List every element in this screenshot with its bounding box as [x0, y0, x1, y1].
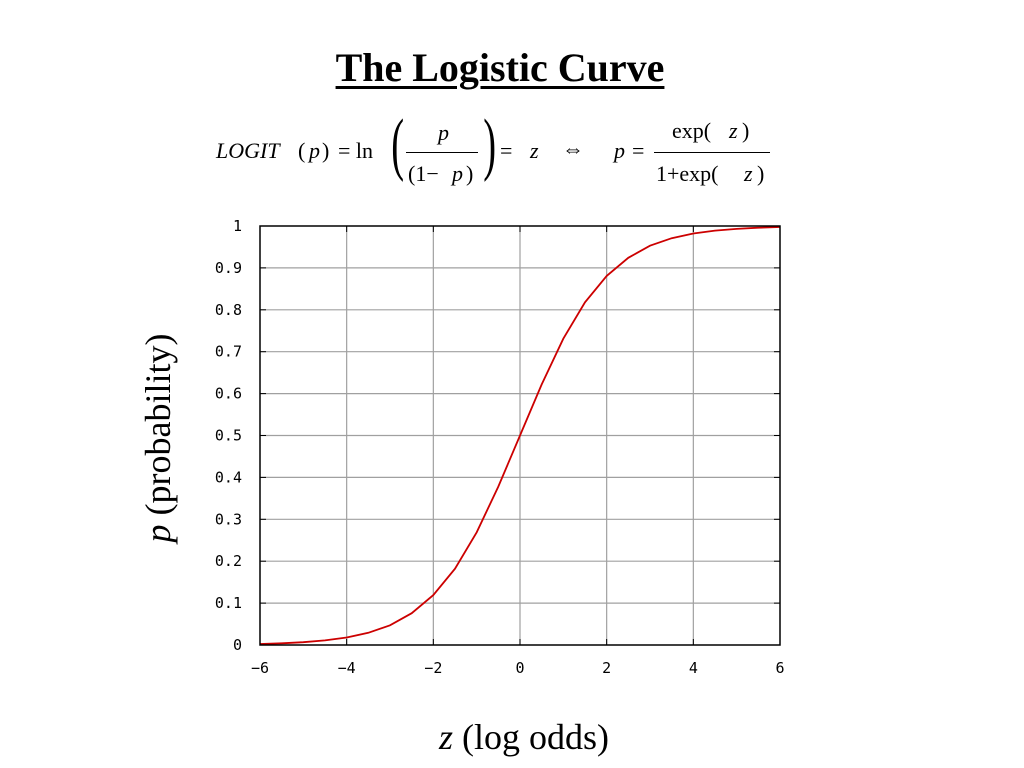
formula-eq-ln: = ln: [338, 138, 374, 163]
x-axis-label: z (log odds): [439, 716, 609, 758]
formula-z: z: [530, 138, 539, 163]
y-tick-label: 0.5: [215, 427, 242, 445]
formula-big-paren-left: (: [391, 106, 405, 183]
x-tick-label: 4: [689, 659, 698, 677]
y-axis-label: p (probability): [137, 334, 179, 543]
formula-frac2-den-post: ): [757, 161, 765, 186]
formula-logit-close: ): [322, 138, 330, 163]
formula-frac1-line: [406, 152, 478, 153]
x-tick-label: 6: [775, 659, 784, 677]
y-tick-label: 0.3: [215, 510, 242, 528]
y-tick-label: 0.7: [215, 343, 242, 361]
y-tick-label: 0.1: [215, 594, 242, 612]
x-tick-label: 0: [515, 659, 524, 677]
formula-iff-symbol: ⇔: [562, 136, 584, 161]
x-tick-label: −6: [251, 659, 269, 677]
y-axis-label-var: p: [138, 524, 178, 543]
y-tick-label: 0.6: [215, 385, 242, 403]
y-tick-label: 0.2: [215, 552, 242, 570]
tick-labels: −6 −4 −2 0 2 4 6 0 0.1 0.2 0.3 0.4 0.5 0.6 0.7 0.8 0.9 1: [215, 217, 785, 677]
plot-frame: [259, 225, 781, 646]
formula-frac2-num-post: ): [742, 118, 750, 143]
page-title: The Logistic Curve: [335, 45, 665, 90]
x-tick-label: −2: [424, 659, 442, 677]
formula-big-paren-right: ): [483, 106, 497, 183]
formula-frac2-den-pre: 1+exp(: [656, 161, 719, 186]
logit-formula: LOGIT ( p ) = ln ( p (1− p ) ) = z ⇔ p =…: [216, 108, 796, 198]
x-axis-label-text: (log odds): [453, 717, 610, 757]
y-tick-label: 0: [233, 636, 242, 654]
y-tick-label: 0.9: [215, 259, 242, 277]
y-tick-label: 0.8: [215, 301, 242, 319]
formula-frac1-den-post: ): [466, 161, 474, 186]
y-axis-label-text: (probability): [138, 333, 178, 525]
formula-frac1-den-var: p: [452, 161, 463, 186]
y-tick-label: 1: [233, 217, 242, 235]
formula-logit-arg: p: [309, 138, 320, 163]
x-axis-label-var: z: [438, 717, 454, 757]
formula-p: p: [614, 138, 625, 163]
logistic-curve-series: [259, 226, 781, 645]
x-tick-label: 2: [602, 659, 611, 677]
formula-logit-open: (: [298, 138, 306, 163]
formula-frac2-num-pre: exp(: [672, 118, 712, 143]
formula-frac1-numerator: p: [438, 120, 449, 145]
formula-eq3: =: [632, 138, 645, 163]
formula-logit-func: LOGIT: [216, 138, 280, 163]
x-tick-label: −4: [338, 659, 356, 677]
formula-frac1-den-pre: (1−: [408, 161, 439, 186]
y-tick-label: 0.4: [215, 468, 242, 486]
formula-frac2-den-var: z: [744, 161, 753, 186]
formula-frac2-num-var: z: [729, 118, 738, 143]
formula-frac2-line: [654, 152, 770, 153]
formula-eq2: =: [500, 138, 513, 163]
